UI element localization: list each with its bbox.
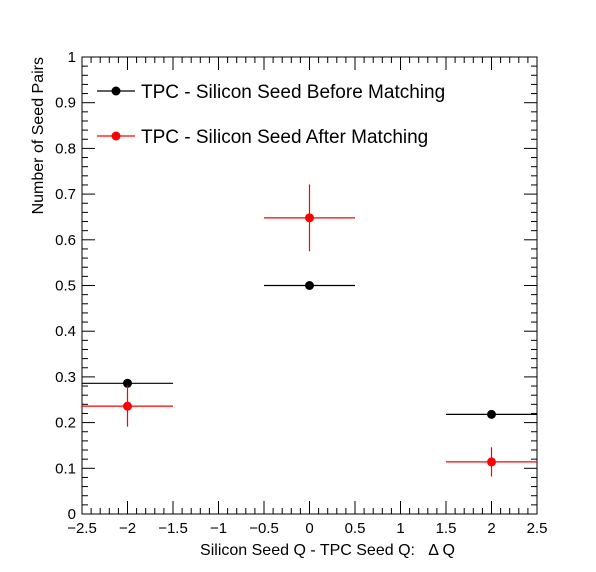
legend: TPC - Silicon Seed Before Matching TPC - …	[97, 82, 445, 148]
data-point	[487, 409, 496, 419]
y-tick-label: 0.2	[55, 415, 76, 432]
x-tick-label: 2	[487, 520, 495, 537]
x-tick-label: 1.5	[436, 520, 457, 537]
data-point	[305, 213, 314, 223]
x-tick-label: 0.5	[345, 520, 366, 537]
y-tick-label: 0.8	[55, 140, 76, 157]
legend-label: TPC - Silicon Seed After Matching	[141, 127, 428, 148]
x-tick-label: −1	[210, 520, 227, 537]
legend-label: TPC - Silicon Seed Before Matching	[141, 82, 445, 103]
y-tick-label: 0.4	[55, 323, 76, 340]
y-tick-label: 0.6	[55, 232, 76, 249]
x-tick-label: −0.5	[249, 520, 279, 537]
x-tick-label: −2	[119, 520, 136, 537]
x-axis-label: Silicon Seed Q - TPC Seed Q: Δ Q	[200, 542, 455, 559]
data-marks	[82, 184, 537, 477]
legend-marker	[111, 131, 121, 141]
x-tick-label: 0	[305, 520, 313, 537]
y-tick-label: 0.1	[55, 460, 76, 477]
y-tick-label: 0.3	[55, 369, 76, 386]
x-tick-label: −2.5	[67, 520, 97, 537]
y-tick-label: 1	[68, 49, 76, 66]
legend-marker	[111, 86, 121, 96]
x-tick-labels: −2.5 −2 −1.5 −1 −0.5 0 0.5 1 1.5 2 2.5	[67, 520, 547, 537]
y-tick-labels: 0 0.1 0.2 0.3 0.4 0.5 0.6 0.7 0.8 0.9 1	[55, 49, 76, 523]
y-tick-label: 0.5	[55, 278, 76, 295]
data-point	[305, 281, 314, 290]
y-axis-label: Number of Seed Pairs	[30, 57, 47, 214]
x-tick-label: −1.5	[158, 520, 188, 537]
data-point	[487, 457, 496, 467]
y-tick-label: 0.9	[55, 95, 76, 112]
x-tick-label: 1	[396, 520, 404, 537]
x-tick-label: 2.5	[527, 520, 548, 537]
data-point	[123, 378, 132, 388]
y-tick-label: 0	[68, 506, 76, 523]
y-tick-label: 0.7	[55, 186, 76, 203]
data-point	[123, 401, 132, 411]
axis-ticks	[81, 56, 538, 515]
